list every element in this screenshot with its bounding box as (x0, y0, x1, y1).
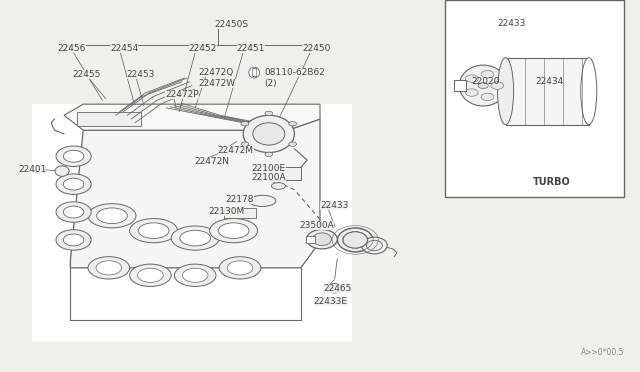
Ellipse shape (56, 146, 92, 167)
Circle shape (481, 93, 494, 100)
Bar (32, 104, 352, 342)
Ellipse shape (328, 283, 342, 293)
Text: 22178: 22178 (225, 195, 254, 203)
Bar (77, 112, 141, 126)
Text: A>>0*00.5: A>>0*00.5 (580, 348, 624, 357)
Ellipse shape (366, 240, 383, 251)
Ellipse shape (63, 178, 84, 190)
Circle shape (241, 122, 249, 126)
Ellipse shape (63, 150, 84, 162)
Text: 22456: 22456 (58, 44, 86, 53)
Ellipse shape (56, 202, 92, 222)
Ellipse shape (243, 115, 294, 153)
Text: 22433: 22433 (320, 201, 348, 210)
Ellipse shape (56, 174, 92, 194)
Ellipse shape (307, 230, 337, 249)
Ellipse shape (96, 261, 122, 275)
Ellipse shape (459, 65, 507, 106)
Ellipse shape (338, 228, 373, 252)
Ellipse shape (218, 223, 249, 238)
Circle shape (465, 75, 478, 82)
Ellipse shape (182, 268, 208, 282)
Ellipse shape (271, 183, 285, 189)
Ellipse shape (63, 234, 84, 246)
Text: 22450: 22450 (302, 44, 330, 53)
Text: Ⓑ: Ⓑ (252, 68, 257, 77)
Ellipse shape (138, 223, 169, 238)
Text: (2): (2) (264, 79, 277, 88)
Text: 22451: 22451 (237, 44, 265, 53)
Ellipse shape (249, 195, 276, 206)
Ellipse shape (498, 58, 513, 125)
Circle shape (481, 71, 494, 78)
Ellipse shape (172, 226, 219, 250)
Text: 22472W: 22472W (198, 79, 236, 88)
Ellipse shape (55, 166, 69, 176)
Text: 22450S: 22450S (214, 20, 248, 29)
Ellipse shape (253, 123, 285, 145)
Ellipse shape (97, 208, 127, 224)
Ellipse shape (129, 264, 172, 286)
Text: 08110-62B62: 08110-62B62 (264, 68, 325, 77)
Text: 22130M: 22130M (208, 207, 244, 216)
Circle shape (328, 285, 341, 292)
Ellipse shape (180, 230, 211, 246)
Bar (454, 80, 466, 91)
Ellipse shape (581, 58, 596, 125)
Bar (445, 0, 624, 197)
Ellipse shape (138, 268, 163, 282)
Text: TURBO: TURBO (533, 177, 570, 187)
Text: 22472Q: 22472Q (198, 68, 234, 77)
Circle shape (241, 142, 249, 147)
Text: 22472M: 22472M (218, 146, 253, 155)
Bar (506, 58, 589, 125)
Circle shape (265, 111, 273, 116)
Text: 22100E: 22100E (252, 164, 285, 173)
Text: 22433: 22433 (498, 19, 526, 28)
Circle shape (289, 142, 296, 147)
Text: 22465: 22465 (323, 284, 351, 293)
Text: 22433E: 22433E (314, 297, 348, 306)
Polygon shape (64, 104, 320, 130)
Ellipse shape (219, 257, 261, 279)
Ellipse shape (174, 264, 216, 286)
Text: 22020: 22020 (471, 77, 499, 86)
Ellipse shape (343, 232, 367, 248)
Bar (224, 208, 256, 218)
Text: 22472P: 22472P (165, 90, 199, 99)
Circle shape (478, 83, 488, 89)
Text: 23500A: 23500A (300, 221, 334, 230)
Ellipse shape (362, 237, 387, 254)
Circle shape (265, 152, 273, 157)
Text: 22100A: 22100A (252, 173, 286, 182)
Polygon shape (70, 119, 320, 268)
Text: 22472N: 22472N (194, 157, 229, 166)
Ellipse shape (227, 261, 253, 275)
Text: 22453: 22453 (127, 70, 155, 79)
Text: 22454: 22454 (110, 44, 138, 53)
Circle shape (491, 82, 504, 89)
Ellipse shape (88, 204, 136, 228)
Ellipse shape (312, 233, 332, 246)
Text: 22434: 22434 (535, 77, 563, 86)
Text: 22401: 22401 (18, 165, 46, 174)
Ellipse shape (56, 230, 92, 250)
Text: 22452: 22452 (189, 44, 217, 53)
Circle shape (465, 89, 478, 96)
Ellipse shape (210, 219, 258, 243)
Bar (275, 167, 301, 180)
Text: 22455: 22455 (72, 70, 100, 79)
Ellipse shape (88, 257, 130, 279)
Circle shape (289, 122, 296, 126)
Ellipse shape (129, 219, 178, 243)
Ellipse shape (63, 206, 84, 218)
Bar (306, 236, 315, 243)
